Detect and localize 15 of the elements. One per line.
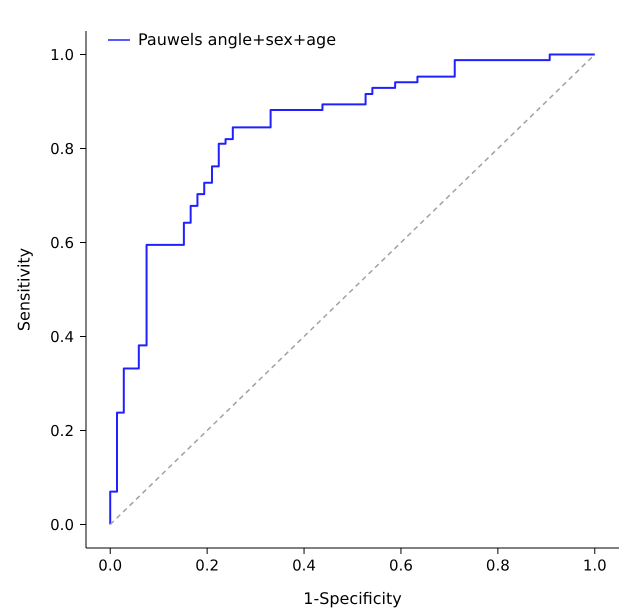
- y-tick-label: 1.0: [50, 46, 74, 64]
- x-tick-label: 0.0: [98, 556, 122, 575]
- legend-label: Pauwels angle+sex+age: [138, 30, 336, 49]
- y-axis-title: Sensitivity: [14, 248, 34, 332]
- x-tick-label: 0.8: [486, 556, 510, 575]
- y-tick-label: 0.0: [50, 516, 74, 534]
- y-tick-label: 0.8: [50, 140, 74, 158]
- x-tick-label: 1.0: [582, 556, 607, 575]
- y-tick-label: 0.6: [50, 234, 74, 252]
- x-axis-title: 1-Specificity: [303, 589, 402, 608]
- y-tick-label: 0.2: [50, 422, 74, 440]
- x-tick-label: 0.6: [389, 556, 413, 575]
- y-tick-label: 0.4: [50, 328, 74, 346]
- x-tick-label: 0.4: [292, 556, 316, 575]
- x-tick-label: 0.2: [195, 556, 220, 575]
